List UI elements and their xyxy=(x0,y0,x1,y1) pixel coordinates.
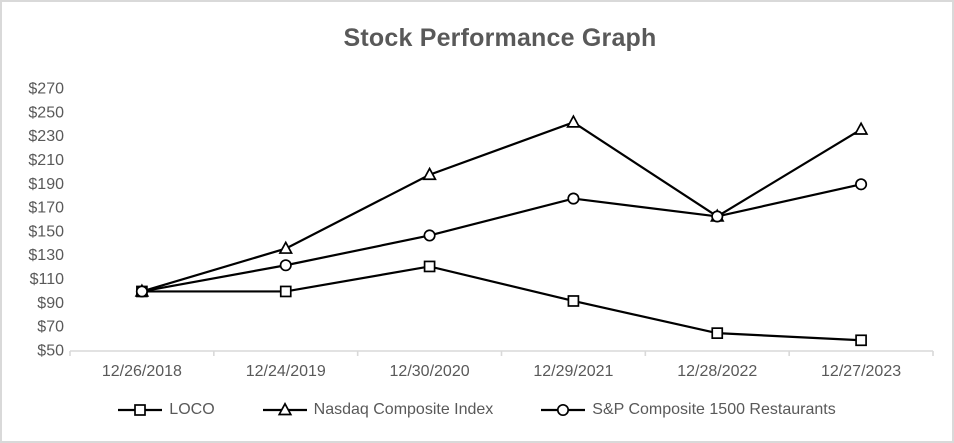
legend-circle-marker-icon xyxy=(541,403,586,417)
y-axis-tick-label: $50 xyxy=(37,343,64,360)
chart-title: Stock Performance Graph xyxy=(343,24,657,52)
legend-square-marker-icon xyxy=(118,404,163,416)
x-axis-category-label: 12/29/2021 xyxy=(533,363,613,380)
legend-triangle-marker-icon xyxy=(262,402,307,416)
y-axis-tick-label: $150 xyxy=(28,223,64,240)
data-point-marker-s-p-composite-1500-restaurants xyxy=(423,229,436,242)
legend-item-s-p-composite-1500-restaurants: S&P Composite 1500 Restaurants xyxy=(541,401,836,419)
y-axis-tick-label: $190 xyxy=(28,176,64,193)
data-point-marker-nasdaq-composite-index xyxy=(853,121,869,135)
y-axis-tick-label: $90 xyxy=(37,295,64,312)
data-point-marker-loco xyxy=(567,295,580,307)
y-axis-tick-label: $270 xyxy=(28,81,64,98)
legend-label-nasdaq-composite-index: Nasdaq Composite Index xyxy=(313,401,494,418)
x-axis-category-label: 12/30/2020 xyxy=(390,363,470,380)
legend-label-s-p-composite-1500-restaurants: S&P Composite 1500 Restaurants xyxy=(592,401,836,418)
data-point-marker-s-p-composite-1500-restaurants xyxy=(711,210,724,223)
data-point-marker-nasdaq-composite-index xyxy=(566,114,581,128)
y-axis-tick-label: $110 xyxy=(30,271,65,288)
data-point-marker-s-p-composite-1500-restaurants xyxy=(135,285,148,298)
y-axis-tick-label: $130 xyxy=(28,247,64,264)
y-axis-tick-label: $70 xyxy=(37,319,64,336)
series-line-loco xyxy=(141,265,862,342)
y-axis-tick-label: $170 xyxy=(28,200,64,217)
data-point-marker-loco xyxy=(423,260,436,273)
x-axis-category-label: 12/24/2019 xyxy=(246,363,326,380)
y-axis-tick-label: $250 xyxy=(28,104,64,121)
chart-legend: LOCO Nasdaq Composite Index S&P Composite … xyxy=(2,401,952,419)
data-point-marker-s-p-composite-1500-restaurants xyxy=(855,178,868,191)
y-axis-tick-label: $230 xyxy=(28,128,64,145)
legend-label-loco: LOCO xyxy=(169,401,215,418)
x-axis-category-label: 12/26/2018 xyxy=(102,363,182,380)
x-axis-category-label: 12/27/2023 xyxy=(821,363,901,380)
x-axis-category-label: 12/28/2022 xyxy=(677,363,757,380)
data-point-marker-nasdaq-composite-index xyxy=(278,240,293,254)
data-point-marker-loco xyxy=(279,285,292,298)
series-line-nasdaq-composite-index xyxy=(141,121,862,293)
data-point-marker-s-p-composite-1500-restaurants xyxy=(279,259,292,272)
data-point-marker-nasdaq-composite-index xyxy=(422,166,437,181)
data-point-marker-s-p-composite-1500-restaurants xyxy=(567,192,580,205)
legend-item-loco: LOCO xyxy=(118,401,215,419)
data-point-marker-loco xyxy=(711,327,724,339)
legend-item-nasdaq-composite-index: Nasdaq Composite Index xyxy=(262,401,494,419)
series-line-s-p-composite-1500-restaurants xyxy=(141,183,862,293)
y-axis-tick-label: $210 xyxy=(28,152,64,169)
data-point-marker-loco xyxy=(855,334,867,347)
